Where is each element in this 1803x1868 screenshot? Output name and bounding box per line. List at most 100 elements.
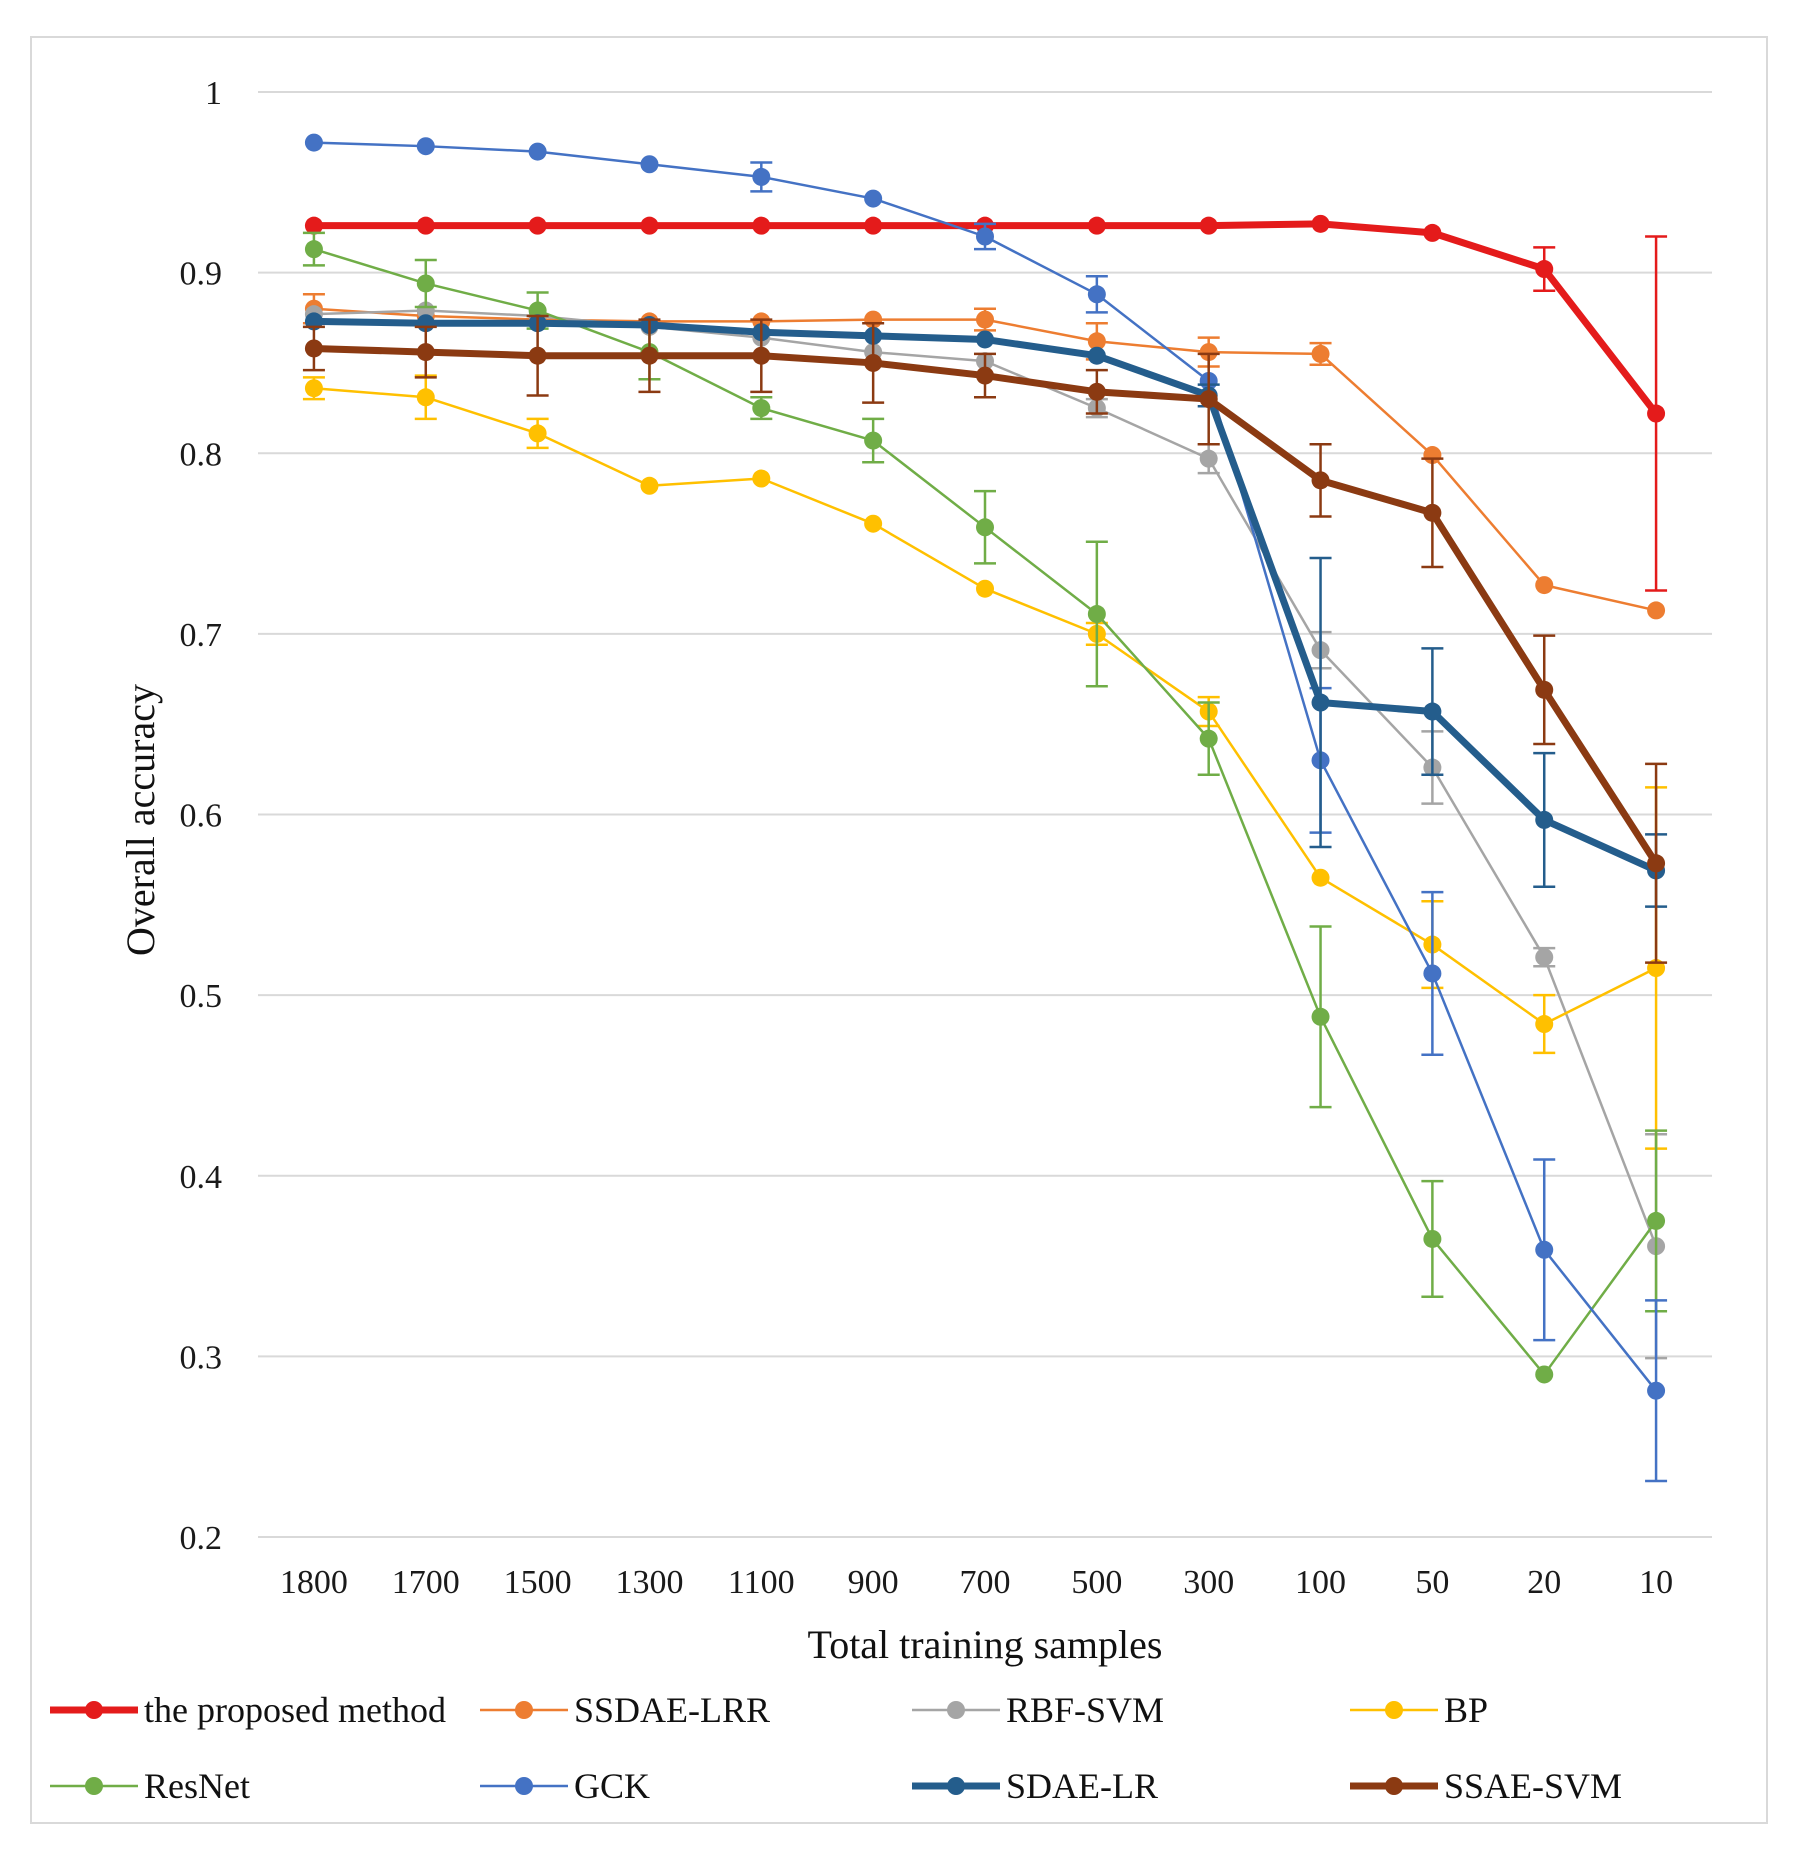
x-tick-label: 50 (1415, 1564, 1449, 1601)
y-tick-label: 0.9 (180, 256, 223, 293)
data-point (1199, 390, 1218, 409)
data-point (528, 424, 547, 443)
data-point (416, 343, 435, 362)
data-point (1311, 344, 1330, 363)
data-point (1087, 382, 1106, 401)
legend-label: ResNet (144, 1766, 250, 1806)
data-point (1087, 346, 1106, 365)
legend-entry: SSAE-SVM (1350, 1766, 1622, 1806)
data-point (640, 346, 659, 365)
y-axis-title: Overall accuracy (118, 684, 163, 956)
data-point (304, 133, 323, 152)
data-point (416, 137, 435, 156)
legend-label: SDAE-LR (1006, 1766, 1158, 1806)
y-tick-label: 0.3 (180, 1339, 223, 1376)
x-tick-label: 10 (1639, 1564, 1673, 1601)
data-point (1199, 449, 1218, 468)
legend-swatch-marker (515, 1701, 533, 1719)
data-point (1535, 1240, 1554, 1259)
y-tick-label: 0.2 (180, 1520, 223, 1557)
data-point (752, 216, 771, 235)
x-tick-label: 1800 (280, 1564, 348, 1601)
data-point (1311, 693, 1330, 712)
legend-entry: SSDAE-LRR (480, 1690, 770, 1730)
data-point (864, 514, 883, 533)
legend-label: SSDAE-LRR (574, 1690, 770, 1730)
data-point (976, 366, 994, 385)
data-point (1311, 471, 1330, 490)
data-point (1087, 332, 1106, 351)
data-point (304, 216, 323, 235)
data-point (1199, 343, 1218, 362)
data-point (752, 399, 771, 418)
data-point (752, 346, 771, 365)
data-point (1647, 601, 1666, 620)
data-point (304, 240, 323, 259)
data-point (1087, 216, 1106, 235)
data-point (1199, 729, 1218, 748)
data-point (1647, 1381, 1666, 1400)
legend-swatch-marker (1385, 1701, 1403, 1719)
data-point (1423, 964, 1442, 983)
data-point (1423, 1229, 1442, 1248)
legend-swatch-marker (947, 1777, 965, 1795)
data-point (640, 216, 659, 235)
series-line (312, 309, 1658, 1248)
data-point (864, 189, 883, 208)
legend-label: the proposed method (144, 1690, 446, 1730)
legend-label: RBF-SVM (1006, 1690, 1164, 1730)
data-point (1535, 680, 1554, 699)
data-point (1535, 1365, 1554, 1384)
data-point (528, 346, 547, 365)
data-point (976, 330, 994, 349)
x-axis-ticks: 1800 1700 1500 1300 1100 900 700 500 300 100 50 20 1… (280, 1564, 1673, 1601)
x-axis-title: Total training samples (808, 1622, 1163, 1667)
y-tick-label: 0.4 (180, 1159, 223, 1196)
data-point (640, 476, 659, 495)
data-point (752, 469, 771, 488)
legend-label: BP (1444, 1690, 1488, 1730)
legend-label: SSAE-SVM (1444, 1766, 1622, 1806)
data-point (1647, 1211, 1666, 1230)
data-point (1535, 948, 1554, 967)
legend-swatch-marker (85, 1777, 103, 1795)
legend-label: GCK (574, 1766, 650, 1806)
data-point (1647, 854, 1666, 873)
legend: the proposed method SSDAE-LRR RBF-SVM BP Res… (50, 1690, 1622, 1806)
legend-entry: BP (1350, 1690, 1488, 1730)
data-point (976, 227, 994, 246)
data-point (976, 518, 994, 537)
data-point (1199, 216, 1218, 235)
x-tick-label: 300 (1183, 1564, 1234, 1601)
series-ssae-svm (302, 314, 1668, 964)
x-tick-label: 1700 (392, 1564, 460, 1601)
y-axis-ticks: 0.2 0.3 0.4 0.5 0.6 0.7 0.8 0.9 1 (180, 75, 223, 1557)
data-point (864, 353, 883, 372)
data-point (1535, 810, 1554, 829)
data-point (1087, 285, 1106, 304)
series-resnet (302, 231, 1668, 1384)
x-tick-label: 20 (1527, 1564, 1561, 1601)
data-point (1311, 1007, 1330, 1026)
data-point (640, 155, 659, 174)
y-tick-label: 1 (205, 75, 222, 112)
series-group (302, 133, 1668, 1483)
data-point (416, 216, 435, 235)
legend-entry: RBF-SVM (912, 1690, 1164, 1730)
data-point (416, 274, 435, 293)
legend-swatch-marker (85, 1701, 103, 1719)
data-point (752, 167, 771, 186)
x-tick-label: 100 (1295, 1564, 1346, 1601)
x-tick-label: 1100 (728, 1564, 795, 1601)
legend-entry: GCK (480, 1766, 650, 1806)
data-point (416, 388, 435, 407)
data-point (976, 310, 994, 329)
x-tick-label: 500 (1071, 1564, 1122, 1601)
data-point (528, 142, 547, 161)
y-tick-label: 0.5 (180, 978, 223, 1015)
data-point (864, 216, 883, 235)
data-point (304, 339, 323, 358)
gridlines (258, 91, 1712, 1538)
y-tick-label: 0.7 (180, 617, 223, 654)
